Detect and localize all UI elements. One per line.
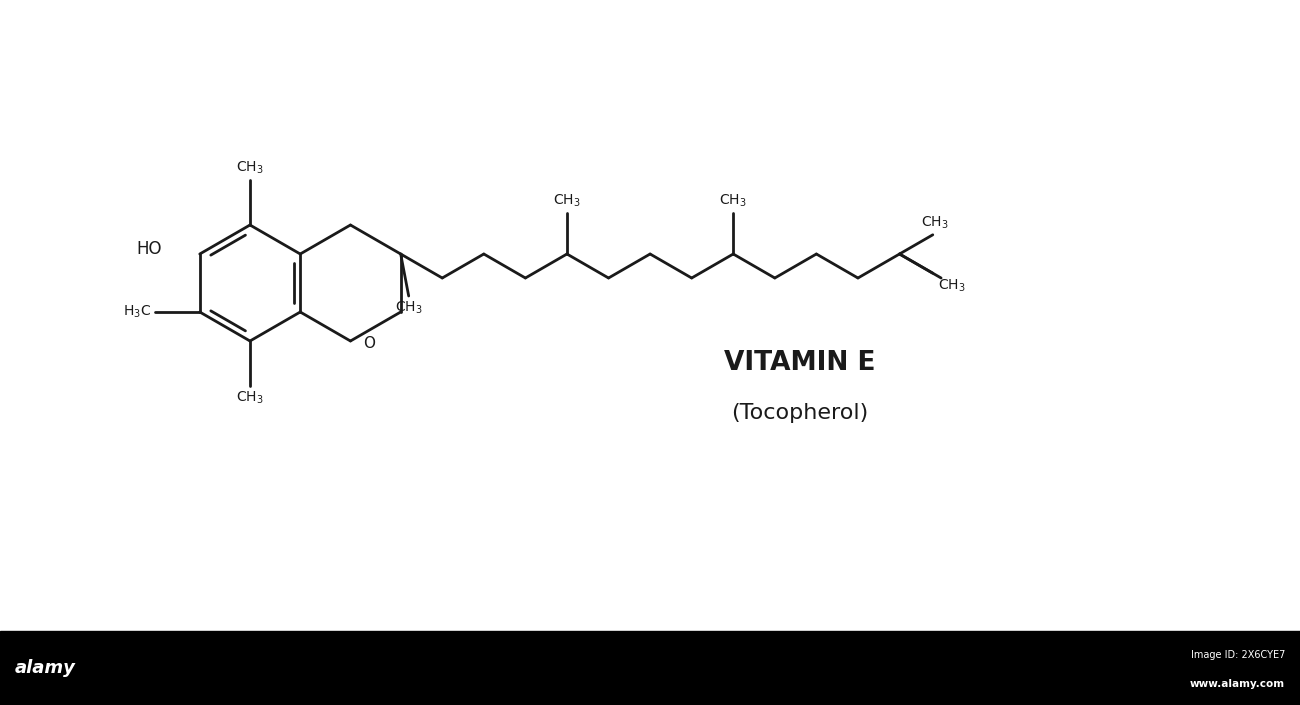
Text: www.alamy.com: www.alamy.com [1190, 680, 1284, 689]
Text: VITAMIN E: VITAMIN E [724, 350, 876, 376]
Text: O: O [364, 336, 376, 352]
Text: HO: HO [136, 240, 161, 258]
Text: H$_3$C: H$_3$C [122, 304, 151, 320]
Text: (Tocopherol): (Tocopherol) [732, 403, 868, 423]
Text: CH$_3$: CH$_3$ [920, 214, 949, 231]
Text: alamy: alamy [16, 659, 75, 677]
Text: Image ID: 2X6CYE7: Image ID: 2X6CYE7 [1191, 650, 1284, 660]
Text: CH$_3$: CH$_3$ [937, 277, 966, 293]
Text: CH$_3$: CH$_3$ [237, 390, 264, 406]
Bar [0, 631, 1300, 705]
Text: CH$_3$: CH$_3$ [237, 159, 264, 176]
Text: CH$_3$: CH$_3$ [719, 192, 748, 209]
Text: CH$_3$: CH$_3$ [395, 300, 422, 317]
Text: CH$_3$: CH$_3$ [552, 192, 581, 209]
